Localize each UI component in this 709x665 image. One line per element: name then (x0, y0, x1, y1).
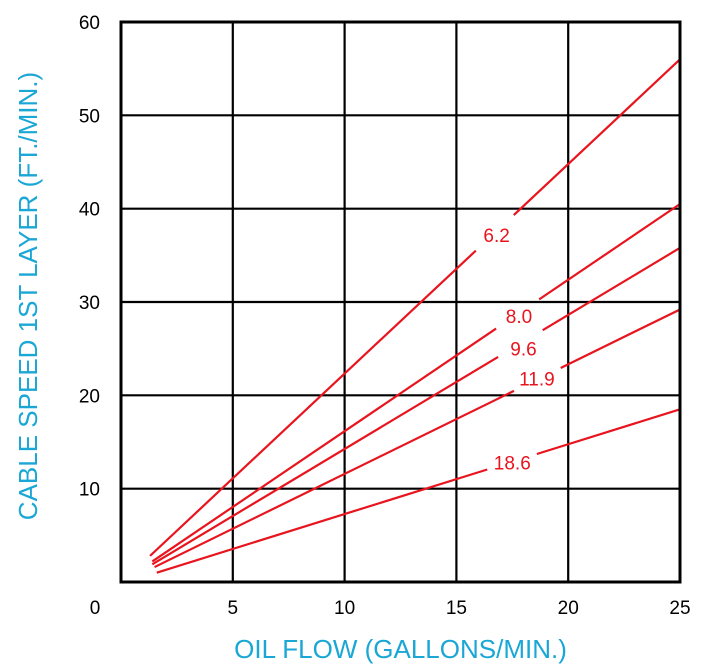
series-label-9.6: 9.6 (510, 340, 536, 361)
grid-lines (121, 22, 680, 582)
series-line-11.9 (154, 308, 681, 569)
series-segment (513, 58, 681, 216)
series-segment (154, 389, 515, 569)
series-labels: 6.2 8.0 9.6 11.9 18.6 (483, 226, 554, 475)
x-tick-label: 15 (446, 598, 467, 619)
tick-labels: 5 10 15 20 25 10 20 30 40 50 60 (79, 13, 691, 619)
x-tick-label: 20 (558, 598, 579, 619)
y-tick-label: 60 (79, 13, 100, 34)
series-label-11.9: 11.9 (519, 370, 555, 391)
series-segment (560, 308, 681, 369)
series-line-18.6 (156, 408, 681, 574)
series-label-6.2: 6.2 (483, 226, 509, 247)
series-segment (156, 468, 488, 574)
series-line-6.2 (149, 58, 681, 557)
series-lines (149, 58, 681, 574)
plot-area-frame (119, 20, 682, 584)
x-tick-label: 25 (669, 598, 690, 619)
y-axis-title: CABLE SPEED 1ST LAYER (FT./MIN.) (13, 72, 43, 520)
series-line-9.6 (151, 246, 681, 566)
series-segment (538, 203, 681, 301)
y-tick-label: 40 (79, 200, 100, 221)
x-tick-label: 5 (228, 598, 239, 619)
y-tick-label: 20 (79, 386, 100, 407)
series-segment (151, 327, 497, 563)
x-tick-label: 10 (334, 598, 355, 619)
series-label-8.0: 8.0 (506, 307, 532, 328)
series-segment (151, 355, 499, 566)
series-label-18.6: 18.6 (494, 454, 531, 475)
series-segment (149, 249, 477, 557)
series-line-8.0 (151, 203, 681, 563)
series-segment (536, 408, 681, 456)
y-tick-label: 50 (79, 106, 100, 127)
y-tick-label: 10 (79, 480, 100, 501)
y-tick-label: 30 (79, 293, 100, 314)
series-segment (542, 246, 681, 332)
x-axis-title: OIL FLOW (GALLONS/MIN.) (234, 634, 567, 664)
origin-tick-label: 0 (90, 598, 101, 619)
